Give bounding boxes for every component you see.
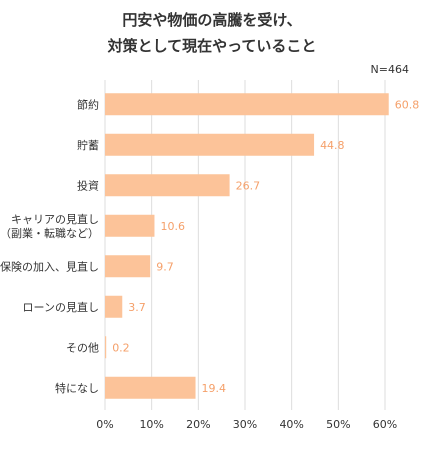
value-label: 60.8 <box>395 98 420 111</box>
category-label: 節約 <box>77 97 99 111</box>
sample-size-note: N=464 <box>371 63 409 76</box>
x-tick-label: 50% <box>326 418 350 431</box>
value-label: 19.4 <box>202 382 227 395</box>
x-tick-label: 60% <box>373 418 397 431</box>
category-label: 特になし <box>55 381 99 395</box>
bar <box>105 336 107 359</box>
bar <box>105 376 196 399</box>
category-label: 貯蓄 <box>77 139 99 152</box>
grid-lines <box>104 80 386 410</box>
value-label: 0.2 <box>112 341 130 354</box>
bar <box>105 255 151 278</box>
value-label: 3.7 <box>128 301 146 314</box>
category-label: その他 <box>66 341 99 354</box>
x-tick-label: 20% <box>186 418 210 431</box>
x-tick-label: 30% <box>233 418 257 431</box>
category-label: （副業・転職など） <box>0 227 99 240</box>
category-label: 保険の加入、見直し <box>0 259 99 273</box>
bars <box>105 93 389 399</box>
x-tick-label: 10% <box>139 418 163 431</box>
bar <box>105 295 123 318</box>
x-tick-labels: 0% 10% 20% 30% 40% 50% 60% <box>96 418 397 431</box>
bar <box>105 214 155 237</box>
x-tick-label: 0% <box>96 418 113 431</box>
chart-title-line-1: 円安や物価の高騰を受け、 <box>122 11 301 29</box>
bar <box>105 93 389 116</box>
category-label: ローンの見直し <box>23 300 99 314</box>
value-label: 9.7 <box>156 260 174 273</box>
bar <box>105 133 315 156</box>
chart-title-line-2: 対策として現在やっていること <box>107 37 317 55</box>
value-labels: 60.8 44.8 26.7 10.6 9.7 3.7 0.2 19.4 <box>112 98 419 395</box>
value-label: 10.6 <box>160 220 185 233</box>
value-label: 44.8 <box>320 139 345 152</box>
category-label: キャリアの見直し <box>11 212 99 226</box>
x-tick-label: 40% <box>279 418 303 431</box>
category-label: 投資 <box>77 178 99 192</box>
bar <box>105 174 230 197</box>
value-label: 26.7 <box>236 179 261 192</box>
